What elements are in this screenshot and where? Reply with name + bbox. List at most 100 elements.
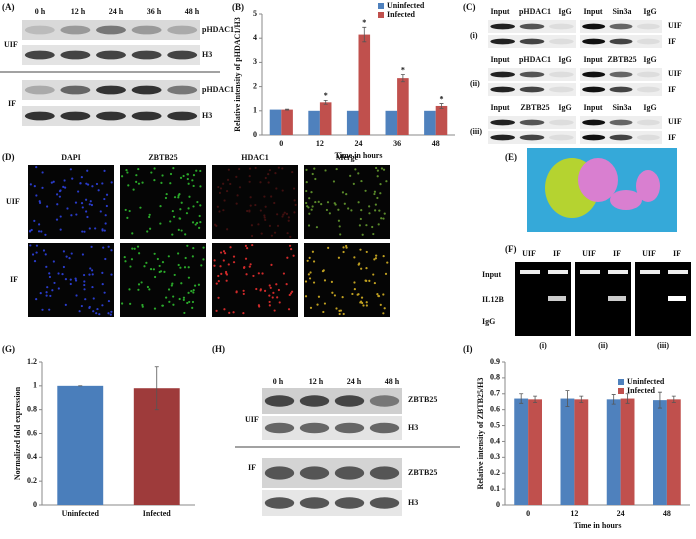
cell: [135, 180, 138, 183]
group-label: IF: [668, 85, 676, 94]
blot-label: pHDAC1: [202, 85, 234, 94]
bar: [397, 78, 409, 135]
cell: [129, 302, 132, 305]
cell: [80, 175, 83, 179]
cell: [90, 269, 94, 272]
cell: [317, 200, 320, 203]
cell: [335, 167, 338, 171]
band: [490, 23, 515, 30]
cell: [161, 174, 164, 177]
band: [609, 134, 633, 141]
y-tick-label: 2: [253, 81, 257, 90]
cell: [224, 252, 227, 255]
cell: [86, 183, 90, 186]
band: [369, 422, 400, 434]
cell: [254, 203, 257, 207]
cell: [357, 201, 360, 204]
band: [60, 85, 91, 95]
lane-label: UIF: [642, 249, 656, 258]
cell: [103, 197, 106, 201]
cell: [362, 304, 365, 307]
cell: [342, 312, 345, 316]
cell: [48, 308, 51, 311]
panel-label: (E): [505, 152, 517, 162]
cell: [242, 289, 245, 292]
cell: [325, 208, 329, 212]
micrograph: [120, 165, 206, 239]
cell: [353, 256, 356, 259]
cell: [182, 298, 185, 302]
cell: [377, 223, 380, 226]
cell: [359, 217, 362, 221]
cell: [323, 302, 327, 305]
error-bar: [400, 74, 405, 83]
lane-label: ZBTB25: [520, 103, 549, 112]
band: [369, 466, 400, 480]
cell: [171, 233, 174, 236]
cell: [294, 203, 297, 206]
cell: [292, 187, 296, 190]
cell: [202, 258, 205, 261]
cell: [156, 257, 159, 261]
cell: [331, 291, 334, 294]
cell: [353, 287, 356, 291]
band: [519, 119, 545, 126]
cell: [85, 182, 88, 185]
y-tick-label: 0.5: [490, 420, 500, 429]
channel-label: Merge: [336, 153, 359, 162]
cell: [126, 171, 129, 174]
gel-band: [640, 270, 660, 274]
cell: [193, 284, 197, 287]
error-bar: [565, 390, 570, 407]
cell: [365, 250, 368, 254]
gel-band: [580, 270, 600, 274]
cell: [261, 272, 264, 275]
cell: [277, 166, 280, 169]
cell: [62, 265, 66, 269]
cell: [197, 283, 201, 286]
cell: [149, 268, 153, 271]
bar: [514, 398, 529, 505]
bar: [528, 399, 542, 505]
blot-label: ZBTB25: [408, 395, 437, 404]
cell: [186, 173, 190, 176]
cell: [81, 230, 84, 233]
cell: [169, 182, 172, 185]
y-tick-label: 4: [253, 33, 257, 42]
cell: [248, 174, 251, 178]
cell: [376, 175, 379, 178]
group-label: IF: [248, 463, 256, 472]
cell: [184, 256, 187, 260]
protein-surface: [610, 190, 642, 210]
error-bar: [323, 99, 328, 105]
cell: [74, 279, 78, 282]
cell: [83, 280, 86, 283]
band: [369, 497, 400, 509]
band: [490, 134, 515, 141]
bar: [281, 109, 293, 135]
cell: [58, 195, 61, 198]
y-tick-label: 0.2: [27, 476, 37, 485]
cell: [74, 277, 77, 280]
cell: [312, 281, 316, 284]
band: [582, 71, 606, 78]
time-label: 12 h: [309, 377, 324, 386]
cell: [101, 182, 104, 185]
group-label: (ii): [598, 341, 608, 350]
bar: [560, 398, 575, 505]
cell: [31, 253, 35, 256]
cell: [38, 223, 41, 226]
cell: [368, 279, 371, 283]
x-tick-label: 12: [316, 139, 324, 148]
cell: [69, 282, 72, 286]
cell: [81, 206, 84, 209]
cell: [222, 259, 225, 262]
cell: [293, 199, 296, 202]
cell: [249, 204, 252, 207]
cell: [29, 244, 32, 247]
cell: [88, 203, 91, 206]
cell: [214, 223, 217, 226]
cell: [172, 215, 176, 218]
band: [490, 119, 515, 126]
error-bar: [154, 366, 159, 411]
